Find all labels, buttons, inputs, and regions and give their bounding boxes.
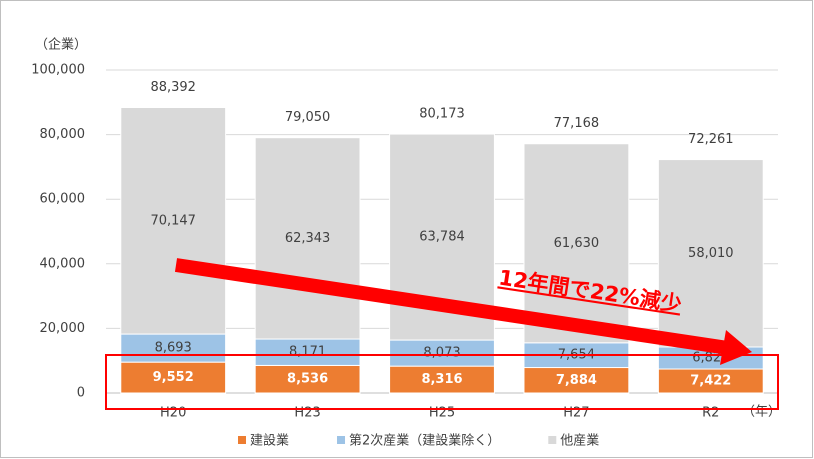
x-tick-label: R2 xyxy=(702,406,719,421)
legend-swatch xyxy=(238,436,246,444)
total-label: 79,050 xyxy=(285,110,331,125)
bar-segment xyxy=(523,367,630,394)
y-tick-label: 20,000 xyxy=(40,321,86,336)
highlight-box xyxy=(105,354,779,410)
total-label: 80,173 xyxy=(419,107,465,122)
data-label: 8,171 xyxy=(289,345,326,360)
total-label: 77,168 xyxy=(554,116,600,131)
data-label: 58,010 xyxy=(688,246,734,261)
x-tick-label: H27 xyxy=(563,406,589,421)
y-axis-label: （企業） xyxy=(35,37,87,53)
data-label: 7,422 xyxy=(690,374,731,389)
legend-label: 建設業 xyxy=(250,433,289,449)
trend-arrow xyxy=(174,258,730,355)
data-label: 63,784 xyxy=(419,230,465,245)
y-tick-label: 60,000 xyxy=(40,192,86,207)
bar-segment xyxy=(523,143,630,344)
x-axis-label: （年） xyxy=(742,405,781,420)
data-label: 70,147 xyxy=(150,213,196,228)
y-tick-label: 40,000 xyxy=(40,256,86,271)
bar-segment xyxy=(120,106,227,335)
data-label: 8,316 xyxy=(421,372,462,387)
y-tick-label: 80,000 xyxy=(40,127,86,142)
x-tick-label: H23 xyxy=(294,406,320,421)
legend-label: 第2次産業（建設業除く） xyxy=(349,433,500,449)
legend: 建設業 第2次産業（建設業除く） 他産業 xyxy=(238,433,599,449)
data-label: 8,693 xyxy=(155,341,192,356)
total-label: 72,261 xyxy=(688,132,734,147)
data-label: 8,073 xyxy=(423,346,460,361)
data-label: 9,552 xyxy=(153,370,194,385)
legend-swatch xyxy=(548,436,557,444)
plot: 0 20,000 40,000 60,000 80,000 100,000 H20 9,552… xyxy=(31,63,778,421)
y-tick-label: 100,000 xyxy=(31,63,85,78)
data-label: 7,884 xyxy=(556,373,597,388)
data-label: 61,630 xyxy=(554,236,600,251)
legend-swatch xyxy=(337,436,346,444)
arrow-head xyxy=(720,330,752,365)
x-tick-label: H20 xyxy=(160,406,186,421)
bar-segment xyxy=(254,137,361,340)
data-label: 62,343 xyxy=(285,231,331,246)
data-label: 8,536 xyxy=(287,372,328,387)
bar-segment xyxy=(254,338,361,366)
total-label: 88,392 xyxy=(150,80,196,95)
bar-segment xyxy=(120,333,227,363)
y-tick-label: 0 xyxy=(77,386,85,401)
bar-segment xyxy=(657,159,764,348)
x-tick-label: H25 xyxy=(429,406,455,421)
legend-label: 他産業 xyxy=(560,433,599,449)
bar-segment xyxy=(389,339,495,367)
bar-segment xyxy=(120,361,227,394)
